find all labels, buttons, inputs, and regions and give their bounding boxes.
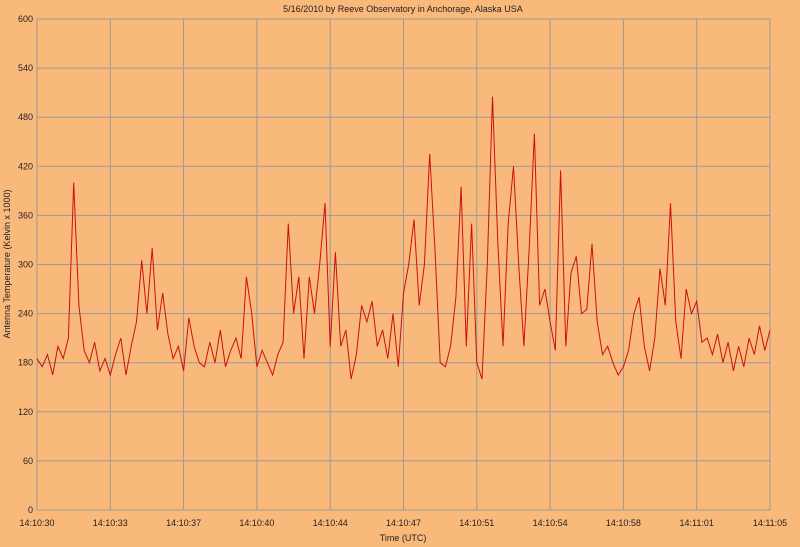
y-tick-label: 600 <box>18 14 33 24</box>
x-tick-label: 14:10:47 <box>386 518 421 528</box>
x-tick-label: 14:11:05 <box>753 518 787 528</box>
y-tick-label: 480 <box>18 112 33 122</box>
y-tick-label: 300 <box>18 260 33 270</box>
y-tick-label: 240 <box>18 309 33 319</box>
x-tick-label: 14:10:51 <box>459 518 494 528</box>
x-tick-label: 14:10:58 <box>606 518 641 528</box>
x-tick-label: 14:11:01 <box>680 518 714 528</box>
data-line <box>36 96 771 380</box>
x-tick-label: 14:10:37 <box>166 518 201 528</box>
y-axis-label: Antenna Temperature (Kelvin x 1000) <box>2 190 12 339</box>
x-tick-label: 14:10:30 <box>19 518 54 528</box>
chart-title: 5/16/2010 by Reeve Observatory in Anchor… <box>283 4 523 14</box>
y-tick-label: 420 <box>18 161 33 171</box>
x-tick-label: 14:10:44 <box>313 518 348 528</box>
x-tick-label: 14:10:54 <box>533 518 568 528</box>
y-tick-label: 540 <box>18 63 33 73</box>
y-tick-label: 180 <box>18 358 33 368</box>
y-tick-label: 360 <box>18 210 33 220</box>
y-tick-label: 0 <box>28 505 33 515</box>
x-tick-label: 14:10:33 <box>93 518 128 528</box>
y-tick-label: 120 <box>18 407 33 417</box>
x-tick-label: 14:10:40 <box>239 518 274 528</box>
y-tick-label: 60 <box>23 456 33 466</box>
x-axis-label: Time (UTC) <box>380 533 427 543</box>
